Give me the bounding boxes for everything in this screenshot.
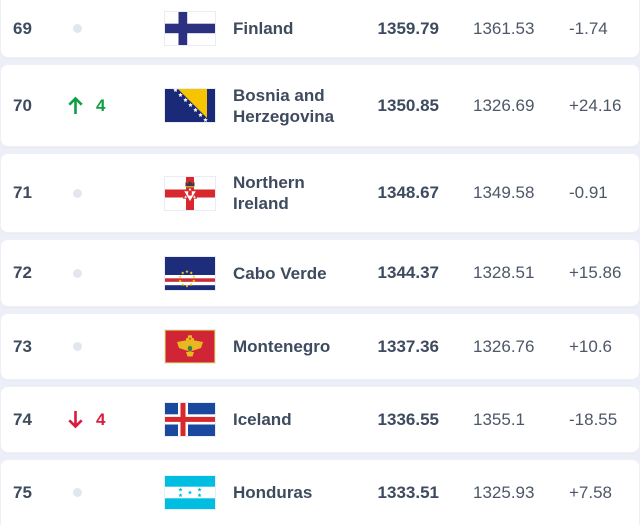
points-change: +7.58 (569, 482, 613, 502)
country-name[interactable]: Montenegro (233, 337, 331, 356)
rank-number: 73 (13, 336, 32, 356)
table-row[interactable]: 74 4 Iceland 1336.55 1355.1 -18.55 (0, 386, 640, 453)
table-row[interactable]: 75 Honduras 1333.51 1325.93 +7.58 (0, 459, 640, 525)
country-name[interactable]: Cabo Verde (233, 263, 327, 283)
country-name[interactable]: Iceland (233, 410, 292, 429)
points-change: +15.86 (569, 263, 622, 282)
rank-number: 74 (13, 409, 32, 429)
rank-movement (63, 188, 164, 198)
previous-points-value: 1325.93 (473, 482, 535, 502)
finland-flag-icon (164, 11, 216, 46)
cabo-verde-flag-icon (164, 255, 216, 291)
no-change-dot-icon (73, 268, 82, 278)
points-value: 1344.37 (377, 263, 439, 282)
previous-points-value: 1326.69 (473, 95, 535, 115)
rank-movement: 4 (63, 409, 164, 430)
points-value: 1333.51 (377, 482, 439, 502)
table-row[interactable]: 69 Finland 1359.79 1361.53 -1.74 (0, 0, 640, 58)
bosnia-and-herzegovina-flag-icon (164, 88, 216, 123)
points-value: 1336.55 (377, 409, 439, 429)
honduras-flag-icon (164, 475, 216, 510)
table-row[interactable]: 72 Cabo Verde 1344.37 1328.51 +15.86 (0, 239, 640, 307)
northern-ireland-flag-icon (164, 175, 216, 211)
rank-movement (63, 342, 164, 351)
rank-number: 69 (13, 18, 32, 38)
country-name[interactable]: Northern Ireland (233, 173, 305, 213)
rank-movement (63, 488, 164, 497)
points-value: 1348.67 (377, 183, 439, 202)
rank-number: 71 (13, 183, 32, 202)
rank-number: 72 (13, 263, 32, 282)
rank-number: 75 (13, 482, 32, 502)
iceland-flag-icon (164, 402, 216, 437)
table-row[interactable]: 70 4 Bosnia and Herzegovina 1350.85 1326.69 +… (0, 64, 640, 147)
previous-points-value: 1349.58 (473, 183, 535, 202)
points-value: 1359.79 (377, 18, 439, 38)
points-change: -18.55 (569, 409, 618, 429)
rank-movement (63, 24, 164, 33)
rank-movement: 4 (63, 95, 164, 116)
points-change: +24.16 (569, 95, 622, 115)
points-change: -0.91 (569, 183, 608, 202)
no-change-dot-icon (73, 342, 82, 351)
points-value: 1350.85 (377, 95, 439, 115)
country-name[interactable]: Honduras (233, 483, 313, 502)
country-name[interactable]: Bosnia and Herzegovina (233, 85, 335, 126)
table-row[interactable]: 73 Montenegro 1337.36 1326.76 +10.6 (0, 313, 640, 380)
rank-up-arrow-icon (68, 96, 83, 114)
points-change: -1.74 (569, 18, 608, 38)
previous-points-value: 1326.76 (473, 336, 535, 356)
no-change-dot-icon (73, 488, 82, 497)
table-row[interactable]: 71 Northern Ireland 1348.67 1349.58 -0.91 (0, 153, 640, 233)
no-change-dot-icon (73, 188, 82, 198)
rank-number: 70 (13, 95, 32, 115)
no-change-dot-icon (73, 24, 82, 33)
previous-points-value: 1355.1 (473, 409, 525, 429)
country-name[interactable]: Finland (233, 19, 294, 38)
previous-points-value: 1361.53 (473, 18, 535, 38)
points-value: 1337.36 (377, 336, 439, 356)
movement-places: 4 (96, 95, 106, 115)
points-change: +10.6 (569, 336, 613, 356)
montenegro-flag-icon (164, 329, 216, 364)
movement-places: 4 (96, 409, 106, 429)
rank-down-arrow-icon (68, 411, 83, 429)
rank-movement (63, 268, 164, 278)
previous-points-value: 1328.51 (473, 263, 535, 282)
